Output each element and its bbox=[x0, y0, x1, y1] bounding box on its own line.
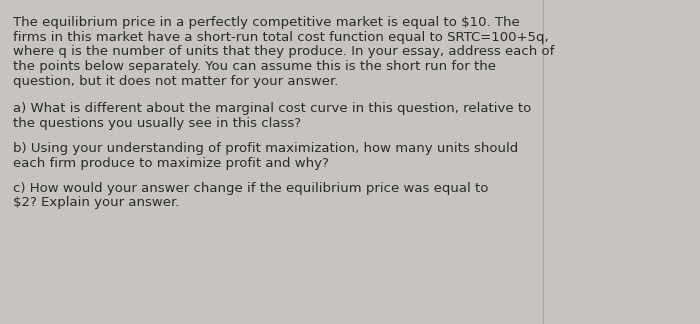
Text: the questions you usually see in this class?: the questions you usually see in this cl… bbox=[13, 117, 301, 130]
Text: The equilibrium price in a perfectly competitive market is equal to $10. The: The equilibrium price in a perfectly com… bbox=[13, 16, 519, 29]
Text: $2? Explain your answer.: $2? Explain your answer. bbox=[13, 196, 179, 209]
Text: firms in this market have a short-run total cost function equal to SRTC=100+5q,: firms in this market have a short-run to… bbox=[13, 31, 549, 44]
Text: b) Using your understanding of profit maximization, how many units should: b) Using your understanding of profit ma… bbox=[13, 142, 518, 155]
Text: a) What is different about the marginal cost curve in this question, relative to: a) What is different about the marginal … bbox=[13, 102, 531, 115]
Text: each firm produce to maximize profit and why?: each firm produce to maximize profit and… bbox=[13, 156, 329, 170]
Text: the points below separately. You can assume this is the short run for the: the points below separately. You can ass… bbox=[13, 60, 496, 73]
Text: question, but it does not matter for your answer.: question, but it does not matter for you… bbox=[13, 75, 338, 88]
Text: where q is the number of units that they produce. In your essay, address each of: where q is the number of units that they… bbox=[13, 45, 554, 58]
Text: c) How would your answer change if the equilibrium price was equal to: c) How would your answer change if the e… bbox=[13, 182, 489, 195]
